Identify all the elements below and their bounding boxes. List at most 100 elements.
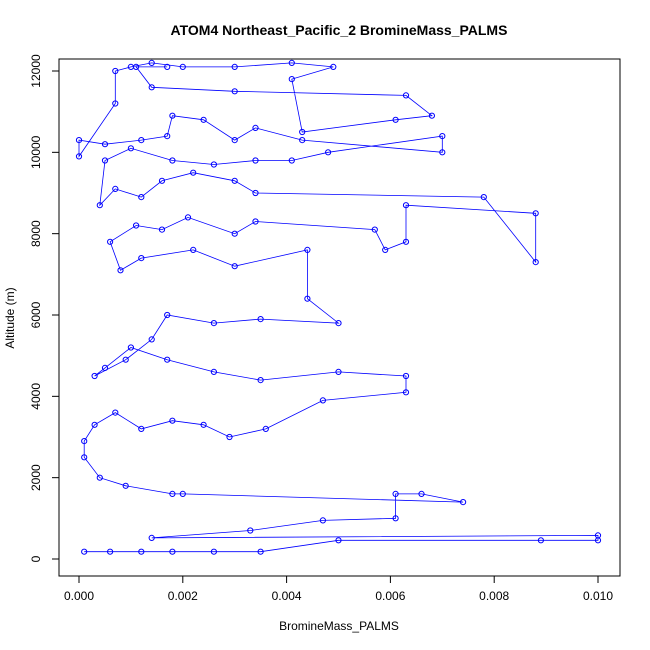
data-point — [96, 474, 103, 481]
data-point — [460, 499, 467, 506]
data-point — [392, 116, 399, 123]
data-point — [532, 210, 539, 217]
data-point — [299, 128, 306, 136]
data-point — [138, 548, 145, 555]
series-line — [78, 62, 599, 553]
data-point — [428, 112, 435, 119]
data-point — [304, 295, 311, 302]
y-tick-label: 0 — [29, 555, 43, 562]
y-tick-label: 8000 — [29, 220, 43, 247]
data-point — [325, 149, 332, 156]
data-point — [112, 100, 119, 107]
data-point — [107, 238, 114, 245]
data-point — [81, 438, 88, 445]
data-point — [179, 490, 186, 497]
data-point — [252, 218, 259, 225]
x-tick-label: 0.002 — [168, 589, 198, 603]
data-point — [402, 389, 410, 396]
x-tick-label: 0.006 — [375, 589, 405, 603]
data-point — [262, 425, 269, 432]
data-point — [200, 421, 207, 428]
data-point — [335, 368, 342, 375]
data-point — [402, 372, 410, 380]
data-point — [392, 515, 399, 522]
y-tick-label: 10000 — [29, 135, 43, 169]
data-point — [169, 417, 176, 424]
data-point — [164, 133, 171, 140]
data-point — [101, 364, 109, 371]
y-tick-label: 12000 — [29, 54, 43, 88]
data-point — [319, 517, 326, 524]
data-point — [138, 255, 145, 262]
data-point — [96, 202, 103, 209]
data-point — [247, 527, 254, 534]
data-point — [231, 88, 238, 95]
data-point — [257, 377, 264, 384]
data-point — [210, 548, 217, 555]
data-point — [117, 267, 124, 274]
data-point — [169, 112, 176, 119]
x-tick-label: 0.010 — [583, 589, 613, 603]
data-point — [101, 141, 109, 148]
data-point — [418, 490, 425, 497]
chart-title: ATOM4 Northeast_Pacific_2 BromineMass_PA… — [171, 22, 508, 38]
data-point — [210, 161, 217, 168]
x-tick-label: 0.000 — [64, 589, 94, 603]
data-point — [439, 133, 446, 140]
data-point — [200, 116, 207, 123]
data-point — [112, 185, 119, 192]
x-tick-label: 0.008 — [479, 589, 509, 603]
data-point — [231, 230, 238, 237]
data-point — [190, 246, 197, 253]
data-point — [257, 548, 264, 555]
data-point — [127, 344, 134, 351]
data-point — [107, 548, 114, 555]
data-point — [252, 124, 259, 132]
data-point — [91, 372, 98, 380]
data-point — [133, 63, 140, 71]
data-point — [299, 137, 306, 144]
data-point — [392, 490, 399, 497]
x-axis: 0.000 0.002 0.004 0.006 0.008 0.010 — [64, 575, 613, 603]
data-point — [402, 92, 410, 99]
data-point — [112, 409, 119, 416]
y-tick-label: 4000 — [29, 383, 43, 410]
data-point — [138, 194, 145, 201]
data-point — [122, 482, 129, 489]
data-point — [112, 67, 119, 75]
data-point — [382, 246, 389, 253]
data-point — [231, 177, 238, 184]
data-point — [226, 433, 233, 441]
data-point — [594, 532, 602, 539]
data-point — [169, 490, 176, 497]
data-point — [480, 194, 487, 201]
data-point — [122, 356, 129, 363]
y-tick-label: 2000 — [29, 464, 43, 491]
data-point — [169, 157, 176, 164]
data-point — [81, 548, 88, 555]
data-point — [148, 59, 155, 67]
data-point — [127, 145, 134, 152]
data-point — [91, 421, 98, 428]
data-point — [288, 76, 295, 83]
data-point — [257, 316, 264, 323]
data-point — [75, 137, 83, 144]
x-tick-label: 0.004 — [272, 589, 302, 603]
data-point — [402, 202, 410, 209]
data-point — [101, 157, 109, 164]
data-point — [402, 238, 410, 245]
data-point — [169, 548, 176, 555]
data-point — [75, 153, 83, 160]
data-point — [158, 177, 166, 184]
data-point — [304, 246, 311, 253]
data-point — [164, 311, 171, 319]
data-point — [335, 320, 342, 327]
data-point — [231, 263, 238, 270]
data-point — [439, 149, 446, 156]
data-point — [231, 63, 238, 71]
data-point — [371, 226, 378, 233]
data-point — [138, 137, 145, 144]
data-point — [532, 259, 539, 266]
data-point — [184, 214, 192, 221]
